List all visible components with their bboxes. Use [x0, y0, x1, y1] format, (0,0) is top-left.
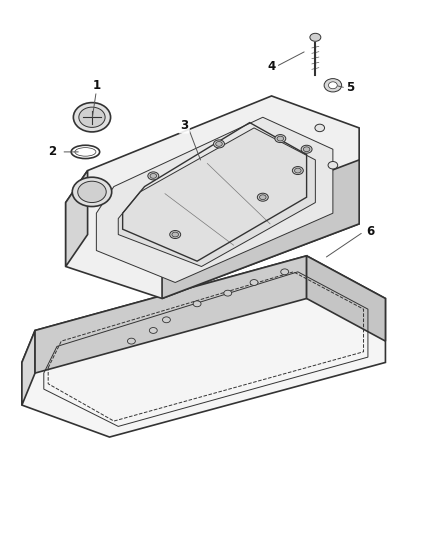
Polygon shape — [22, 330, 35, 405]
Ellipse shape — [324, 78, 342, 92]
Ellipse shape — [193, 301, 201, 307]
Ellipse shape — [277, 136, 284, 141]
Text: 4: 4 — [268, 60, 276, 73]
Ellipse shape — [259, 195, 266, 199]
Ellipse shape — [79, 107, 105, 127]
Ellipse shape — [78, 181, 106, 203]
Polygon shape — [307, 256, 385, 341]
Polygon shape — [22, 256, 385, 437]
Ellipse shape — [75, 148, 96, 156]
Ellipse shape — [303, 147, 310, 152]
Ellipse shape — [72, 177, 112, 207]
Text: 6: 6 — [366, 225, 374, 238]
Text: 5: 5 — [346, 82, 354, 94]
Text: 3: 3 — [180, 119, 188, 132]
Ellipse shape — [170, 230, 180, 239]
Polygon shape — [96, 117, 333, 282]
Ellipse shape — [293, 166, 304, 175]
Ellipse shape — [150, 173, 156, 178]
Text: 1: 1 — [92, 79, 100, 92]
Ellipse shape — [315, 124, 325, 132]
Ellipse shape — [127, 338, 135, 344]
Polygon shape — [162, 160, 359, 298]
Ellipse shape — [281, 269, 289, 274]
Polygon shape — [118, 128, 315, 266]
Ellipse shape — [257, 193, 268, 201]
Ellipse shape — [310, 33, 321, 42]
Ellipse shape — [328, 82, 337, 88]
Ellipse shape — [214, 140, 224, 148]
Ellipse shape — [250, 279, 258, 286]
Ellipse shape — [328, 161, 338, 169]
Ellipse shape — [73, 102, 110, 132]
Ellipse shape — [162, 317, 170, 322]
Ellipse shape — [148, 172, 159, 180]
Ellipse shape — [215, 142, 222, 147]
Ellipse shape — [301, 145, 312, 154]
Polygon shape — [66, 96, 359, 298]
Polygon shape — [66, 171, 88, 266]
Text: 2: 2 — [49, 146, 57, 158]
Ellipse shape — [172, 232, 179, 237]
Ellipse shape — [294, 168, 301, 173]
Polygon shape — [35, 256, 307, 373]
Ellipse shape — [224, 290, 232, 296]
Ellipse shape — [275, 134, 286, 142]
Ellipse shape — [149, 327, 157, 334]
